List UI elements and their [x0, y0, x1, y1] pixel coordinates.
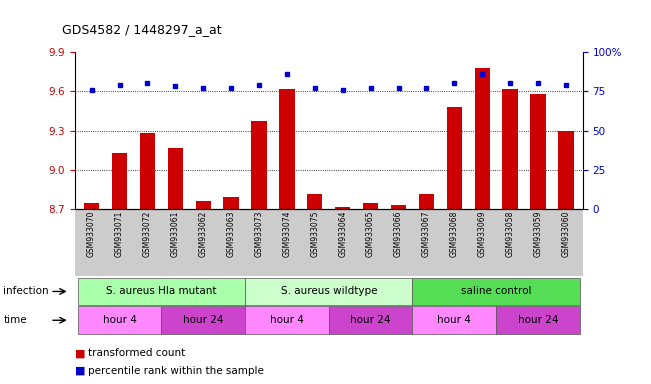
Text: S. aureus wildtype: S. aureus wildtype — [281, 286, 377, 296]
Bar — [84, 203, 99, 209]
Bar — [475, 68, 490, 209]
Text: ■: ■ — [75, 366, 85, 376]
Text: hour 4: hour 4 — [437, 315, 471, 325]
Text: transformed count: transformed count — [88, 348, 185, 358]
Bar — [195, 201, 211, 209]
Bar — [223, 197, 239, 209]
Text: saline control: saline control — [461, 286, 531, 296]
Bar — [307, 194, 322, 209]
Text: S. aureus Hla mutant: S. aureus Hla mutant — [106, 286, 217, 296]
Text: GDS4582 / 1448297_a_at: GDS4582 / 1448297_a_at — [62, 23, 221, 36]
Bar — [140, 133, 155, 209]
Text: infection: infection — [3, 286, 49, 296]
Bar — [335, 207, 350, 209]
Bar — [447, 107, 462, 209]
Bar — [251, 121, 267, 209]
Text: hour 4: hour 4 — [270, 315, 304, 325]
Text: hour 4: hour 4 — [103, 315, 137, 325]
Text: hour 24: hour 24 — [350, 315, 391, 325]
Bar — [168, 147, 183, 209]
Bar — [503, 89, 518, 209]
Bar — [279, 89, 294, 209]
Bar — [391, 205, 406, 209]
Text: hour 24: hour 24 — [183, 315, 223, 325]
Text: ■: ■ — [75, 348, 85, 358]
Bar — [531, 94, 546, 209]
Bar — [363, 203, 378, 209]
Bar — [112, 153, 127, 209]
Text: hour 24: hour 24 — [518, 315, 559, 325]
Text: percentile rank within the sample: percentile rank within the sample — [88, 366, 264, 376]
Bar — [558, 131, 574, 209]
Text: time: time — [3, 315, 27, 325]
Bar — [419, 194, 434, 209]
